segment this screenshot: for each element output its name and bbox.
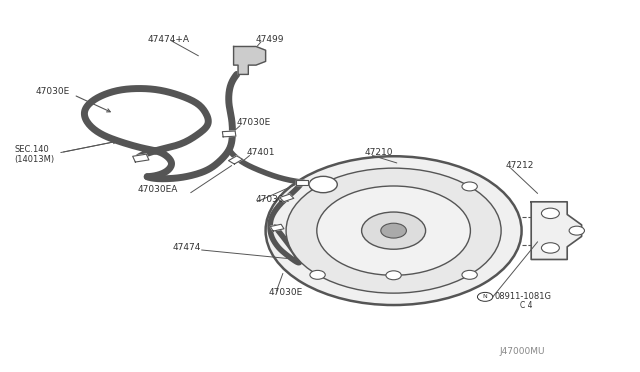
- Polygon shape: [270, 224, 284, 231]
- Text: 47210: 47210: [365, 148, 394, 157]
- Circle shape: [569, 226, 584, 235]
- Text: C 4: C 4: [520, 301, 532, 310]
- Circle shape: [309, 176, 337, 193]
- Circle shape: [362, 212, 426, 249]
- Circle shape: [462, 270, 477, 279]
- Circle shape: [381, 223, 406, 238]
- Circle shape: [286, 168, 501, 293]
- Text: 47474+A: 47474+A: [147, 35, 189, 44]
- Circle shape: [541, 208, 559, 219]
- Circle shape: [462, 182, 477, 191]
- Circle shape: [541, 243, 559, 253]
- Text: 47030E: 47030E: [256, 195, 291, 203]
- Text: 47030E: 47030E: [237, 118, 271, 127]
- Polygon shape: [228, 156, 243, 164]
- Circle shape: [266, 156, 522, 305]
- Text: 47401: 47401: [246, 148, 275, 157]
- Polygon shape: [296, 180, 308, 185]
- Text: 47030EA: 47030EA: [138, 185, 178, 194]
- Polygon shape: [280, 194, 294, 202]
- Polygon shape: [132, 154, 149, 162]
- Text: 47030E: 47030E: [35, 87, 70, 96]
- Polygon shape: [222, 131, 236, 137]
- Text: N: N: [483, 294, 488, 299]
- Circle shape: [310, 182, 325, 191]
- Text: 47030E: 47030E: [269, 288, 303, 296]
- Text: SEC.140: SEC.140: [14, 145, 49, 154]
- Polygon shape: [531, 202, 582, 260]
- Text: 47499: 47499: [256, 35, 285, 44]
- Circle shape: [317, 186, 470, 275]
- Text: (14013M): (14013M): [14, 155, 54, 164]
- Text: 47212: 47212: [506, 161, 534, 170]
- Polygon shape: [234, 46, 266, 74]
- Text: J47000MU: J47000MU: [499, 347, 545, 356]
- Text: 08911-1081G: 08911-1081G: [494, 292, 551, 301]
- Circle shape: [310, 270, 325, 279]
- Circle shape: [386, 271, 401, 280]
- Text: 47474: 47474: [173, 243, 201, 252]
